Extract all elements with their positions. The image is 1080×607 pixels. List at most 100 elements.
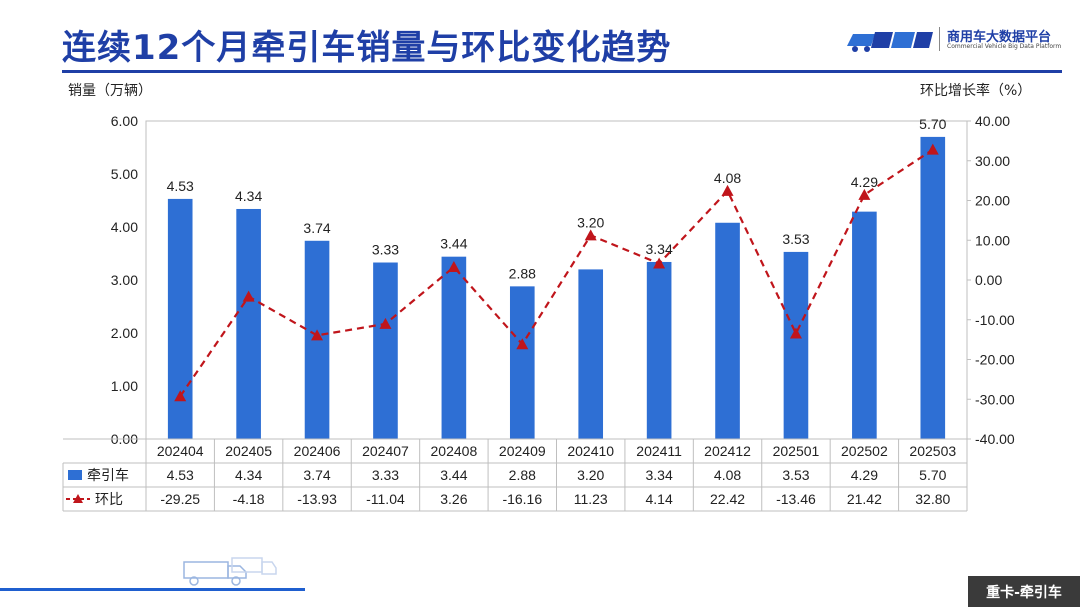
line-point	[926, 143, 939, 155]
line-point	[174, 390, 187, 402]
bar-data-label: 2.88	[509, 265, 536, 281]
table-cell-line: -11.04	[366, 491, 405, 507]
x-tick-label: 202410	[567, 443, 614, 459]
bar-data-label: 3.53	[782, 231, 809, 247]
bar-data-label: 4.34	[235, 188, 262, 204]
table-cell-line: -4.18	[233, 491, 265, 507]
x-tick-label: 202409	[499, 443, 546, 459]
y2-axis-title: 环比增长率（%）	[920, 83, 1032, 99]
bar-data-label: 4.29	[851, 174, 878, 190]
bar	[509, 286, 535, 439]
bar	[236, 208, 261, 439]
y-tick-label: 5.00	[111, 166, 138, 182]
y2-tick-label: 40.00	[975, 113, 1010, 129]
cvbd-logo-icon	[847, 32, 933, 52]
table-cell-bar: 4.34	[235, 467, 262, 483]
table-cell-line: -13.93	[297, 491, 337, 507]
legend-bar-label: 牵引车	[87, 467, 129, 484]
bar	[373, 262, 398, 439]
footer-tag: 重卡-牵引车	[968, 576, 1080, 607]
bar-data-label: 4.08	[714, 170, 741, 186]
bar	[852, 211, 877, 439]
bar-data-label: 5.70	[919, 116, 946, 132]
footer-line	[0, 588, 305, 591]
table-cell-bar: 3.20	[577, 467, 604, 483]
x-tick-label: 202404	[157, 443, 204, 459]
x-tick-label: 202412	[704, 443, 751, 459]
bar	[783, 251, 809, 439]
y-tick-label: 4.00	[111, 219, 138, 235]
y2-tick-label: 30.00	[975, 153, 1010, 169]
bar	[167, 198, 193, 439]
line-point	[584, 229, 597, 241]
line-point	[242, 290, 255, 302]
table-cell-line: 11.23	[574, 491, 608, 507]
brand-subtitle: Commercial Vehicle Big Data Platform	[947, 43, 1062, 50]
line-point	[447, 261, 460, 273]
table-cell-line: -13.46	[776, 491, 816, 507]
bar-data-label: 3.74	[303, 220, 330, 236]
truck-icon	[183, 557, 277, 586]
table-cell-bar: 3.44	[440, 467, 467, 483]
table-cell-bar: 3.74	[303, 467, 330, 483]
y2-tick-label: 20.00	[975, 193, 1010, 209]
title-underline	[62, 70, 1062, 73]
bar-data-label: 3.34	[646, 241, 673, 257]
line-point	[379, 317, 392, 329]
bar	[646, 261, 672, 439]
y-axis-title: 销量（万辆）	[68, 83, 152, 99]
line-point	[311, 329, 324, 341]
bar	[441, 256, 467, 439]
legend-line-marker	[73, 494, 83, 503]
line-point	[516, 338, 529, 350]
bar	[715, 222, 740, 439]
y2-tick-label: 0.00	[975, 272, 1002, 288]
bar-data-label: 3.20	[577, 214, 604, 230]
x-tick-label: 202411	[636, 443, 682, 459]
bar-data-label: 3.44	[440, 236, 467, 252]
table-cell-bar: 2.88	[509, 467, 536, 483]
table-cell-bar: 3.34	[646, 467, 673, 483]
table-cell-bar: 3.53	[782, 467, 809, 483]
brand-logo: 商用车大数据平台 Commercial Vehicle Big Data Pla…	[845, 24, 1065, 54]
line-point	[653, 257, 666, 269]
y-tick-label: 6.00	[111, 113, 138, 129]
y2-tick-label: -40.00	[975, 431, 1015, 447]
table-cell-line: 4.14	[646, 491, 673, 507]
bar-data-label: 4.53	[167, 178, 194, 194]
y-tick-label: 1.00	[111, 378, 138, 394]
plot-area	[145, 120, 968, 440]
x-tick-label: 202405	[225, 443, 272, 459]
brand-name: 商用车大数据平台	[947, 30, 1052, 45]
x-tick-label: 202501	[773, 443, 820, 459]
table-cell-bar: 4.53	[167, 467, 194, 483]
table-cell-line: -16.16	[502, 491, 542, 507]
x-tick-label: 202408	[431, 443, 478, 459]
y2-tick-label: -20.00	[975, 352, 1015, 368]
table-cell-bar: 4.29	[851, 467, 878, 483]
y2-tick-label: 10.00	[975, 232, 1010, 248]
table-cell-bar: 4.08	[714, 467, 741, 483]
y-tick-label: 2.00	[111, 325, 138, 341]
bar	[920, 136, 946, 439]
x-tick-label: 202503	[909, 443, 956, 459]
x-tick-label: 202406	[294, 443, 341, 459]
logo-divider	[939, 27, 940, 51]
x-tick-label: 202502	[841, 443, 888, 459]
line-point	[789, 327, 802, 339]
y-tick-label: 3.00	[111, 272, 138, 288]
bar-data-label: 3.33	[372, 242, 399, 258]
line-point	[858, 188, 871, 200]
table-cell-line: 22.42	[710, 491, 745, 507]
table-cell-bar: 3.33	[372, 467, 399, 483]
bar	[578, 269, 604, 439]
y2-tick-label: -10.00	[975, 312, 1015, 328]
legend-bar-key	[68, 470, 82, 480]
x-tick-label: 202407	[362, 443, 409, 459]
table-cell-bar: 5.70	[919, 467, 946, 483]
page-title: 连续12个月牵引车销量与环比变化趋势	[62, 28, 672, 68]
table-cell-line: 21.42	[847, 491, 882, 507]
table-cell-line: 32.80	[915, 491, 950, 507]
legend-line-label: 环比	[95, 492, 123, 508]
